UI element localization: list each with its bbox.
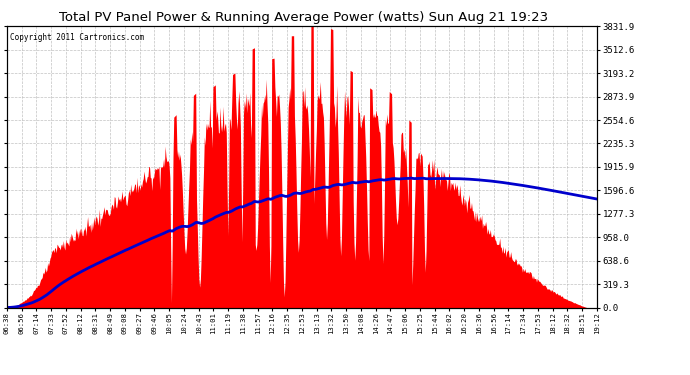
Text: Total PV Panel Power & Running Average Power (watts) Sun Aug 21 19:23: Total PV Panel Power & Running Average P…	[59, 11, 548, 24]
Text: Copyright 2011 Cartronics.com: Copyright 2011 Cartronics.com	[10, 33, 144, 42]
